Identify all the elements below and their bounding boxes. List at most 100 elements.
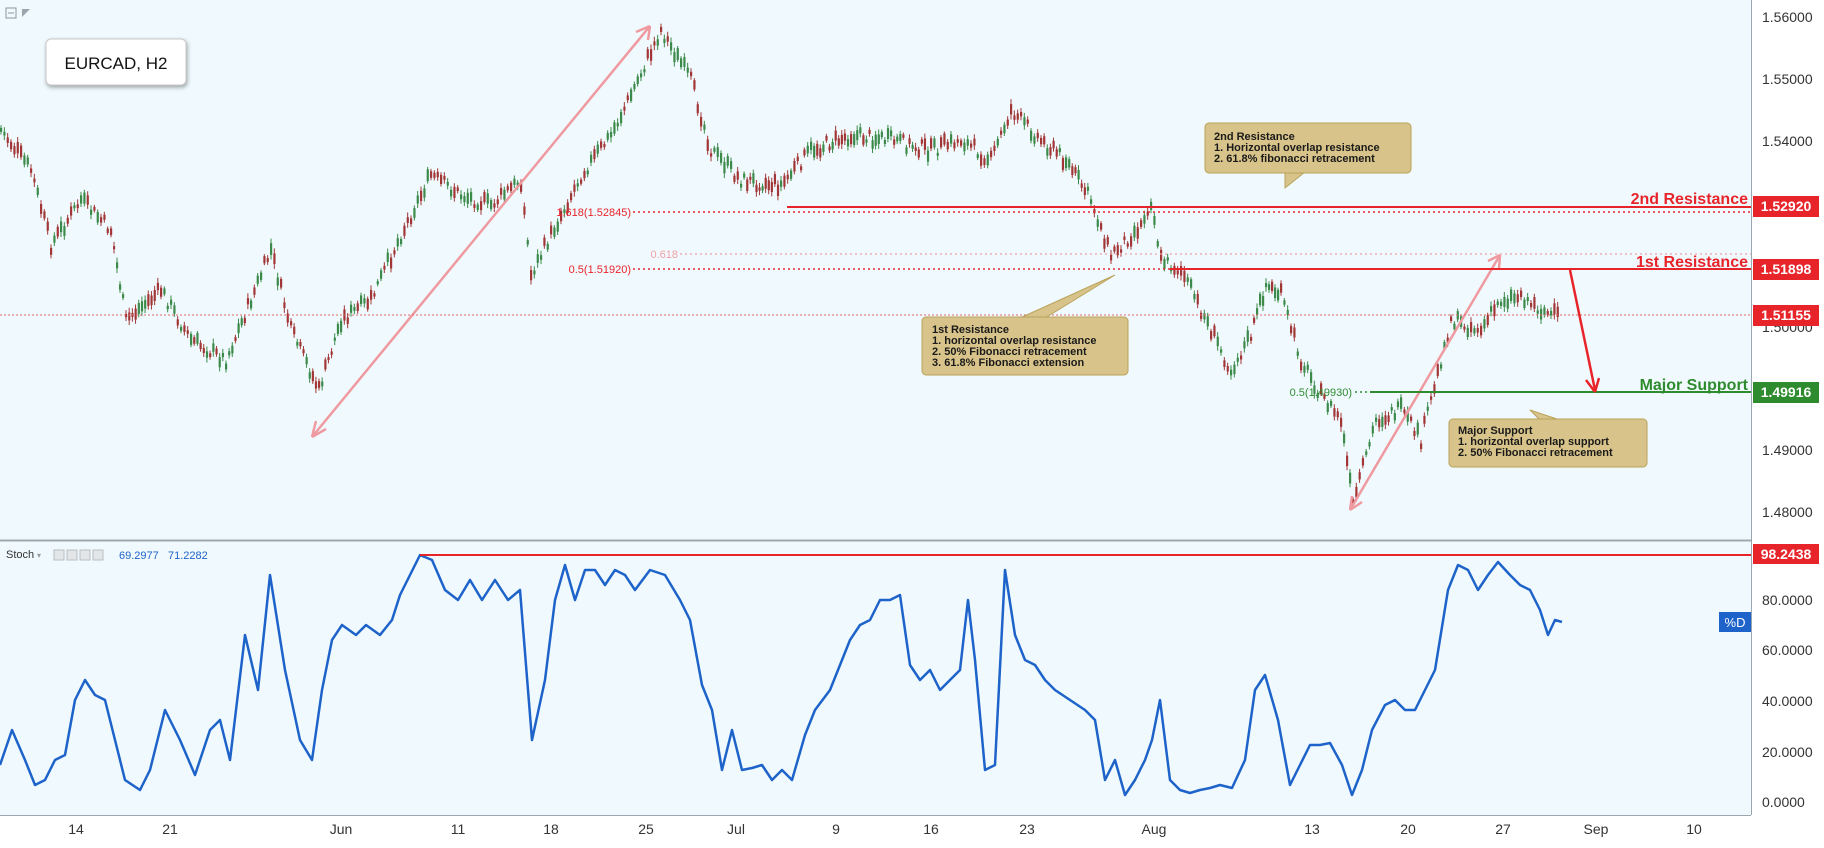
candle-body <box>90 209 93 215</box>
add-icon[interactable] <box>79 549 91 561</box>
candle-body <box>1183 270 1186 282</box>
candle-body <box>713 147 716 152</box>
collapse-icon[interactable] <box>5 7 17 19</box>
candle-body <box>650 49 653 61</box>
candle-body <box>576 183 579 187</box>
candle-body <box>486 193 489 204</box>
candle-body <box>1110 253 1113 261</box>
candle-body <box>767 180 770 191</box>
pane-controls[interactable] <box>5 7 30 19</box>
candle-body <box>973 138 976 146</box>
candle-body <box>1470 322 1473 333</box>
candle-body <box>840 134 843 145</box>
candle-body <box>1140 220 1143 227</box>
candle-body <box>1274 287 1277 298</box>
stoch-legend[interactable]: Stoch ▾ 69.2977 71.2282 <box>6 549 208 562</box>
support-label: Major Support <box>1640 377 1749 394</box>
candle-body <box>710 153 713 157</box>
candle-body <box>706 139 709 151</box>
candle-body <box>1453 323 1456 330</box>
candle-body <box>1326 403 1329 413</box>
candle-body <box>1090 199 1093 204</box>
note-major-support[interactable]: Major Support 1. horizontal overlap supp… <box>1448 409 1648 468</box>
candle-body <box>186 330 189 334</box>
candle-body <box>510 182 513 192</box>
candle-body <box>318 381 321 388</box>
candle-body <box>636 76 639 85</box>
candle-body <box>1049 147 1052 156</box>
candle-body <box>1446 337 1449 343</box>
time-tick: 16 <box>923 821 939 837</box>
candle-body <box>1486 315 1489 325</box>
candle-body <box>311 371 314 382</box>
candle-body <box>1466 327 1469 337</box>
candle-body <box>660 26 663 32</box>
candle-body <box>43 211 46 219</box>
candle-body <box>410 218 413 225</box>
candle-body <box>606 132 609 140</box>
candle-body <box>1510 289 1513 302</box>
stoch-badge: 98.2438 <box>1761 546 1812 562</box>
maximize-icon[interactable] <box>22 9 30 17</box>
badge-r1: 1.51898 <box>1761 261 1812 277</box>
candle-body <box>466 192 469 204</box>
candle-body <box>883 140 887 144</box>
candle-body <box>1126 243 1129 247</box>
note-resistance-2[interactable]: 2nd Resistance 1. Horizontal overlap res… <box>1204 122 1412 190</box>
candle-body <box>970 143 973 148</box>
candle-body <box>752 173 755 184</box>
candle-body <box>1352 499 1355 504</box>
candle-body <box>336 324 340 334</box>
candle-body <box>273 253 276 264</box>
candle-body <box>228 351 231 356</box>
stoch-pane-bg[interactable] <box>0 542 1751 815</box>
candle-body <box>911 144 914 149</box>
stoch-tick: 80.0000 <box>1762 592 1813 608</box>
candle-body <box>1473 328 1476 334</box>
candle-body <box>683 56 686 67</box>
arrowhead-end-2 <box>1487 253 1502 270</box>
candle-body <box>874 134 877 146</box>
candle-body <box>450 189 453 197</box>
candle-body <box>396 238 399 247</box>
candle-body <box>653 41 656 46</box>
candle-body <box>580 179 583 184</box>
candle-body <box>1450 316 1453 322</box>
candle-body <box>746 179 749 191</box>
note-resistance-1[interactable]: 1st Resistance 1. horizontal overlap res… <box>921 274 1129 376</box>
candle-body <box>1550 310 1553 316</box>
candle-body <box>246 298 250 305</box>
trend-arrow-up-1 <box>311 25 651 438</box>
settings-icon[interactable] <box>66 549 78 561</box>
candle-body <box>800 166 803 171</box>
candle-body <box>1410 416 1413 421</box>
candle-body <box>946 141 949 150</box>
candle-body <box>446 181 449 186</box>
candle-body <box>119 284 122 290</box>
candle-body <box>1480 325 1483 336</box>
candle-body <box>302 349 305 354</box>
time-tick: Sep <box>1584 821 1609 837</box>
candle-body <box>1387 415 1390 422</box>
candle-body <box>550 225 553 235</box>
candle-body <box>633 83 636 90</box>
candle-body <box>1193 293 1196 300</box>
candle-body <box>10 141 13 150</box>
candle-body <box>1186 277 1189 282</box>
stoch-badge-bg <box>1753 544 1819 564</box>
stoch-axis[interactable]: 80.0000 60.0000 40.0000 20.0000 0.0000 <box>1762 592 1813 810</box>
candle-body <box>716 147 719 157</box>
eye-icon[interactable] <box>53 549 65 561</box>
candle-body <box>940 137 943 148</box>
candle-body <box>215 348 218 355</box>
candle-body <box>593 149 596 160</box>
candle-body <box>536 254 539 263</box>
stoch-dropdown-icon[interactable]: ▾ <box>37 551 41 560</box>
candle-body <box>420 190 423 202</box>
candle-body <box>856 130 859 141</box>
symbol-label-box[interactable]: EURCAD, H2 <box>45 38 187 86</box>
time-axis[interactable]: 14 21 Jun 11 18 25 Jul 9 16 23 Aug 13 20 27 Sep 10 <box>68 821 1702 837</box>
close-icon[interactable] <box>92 549 104 561</box>
candle-body <box>816 143 819 156</box>
